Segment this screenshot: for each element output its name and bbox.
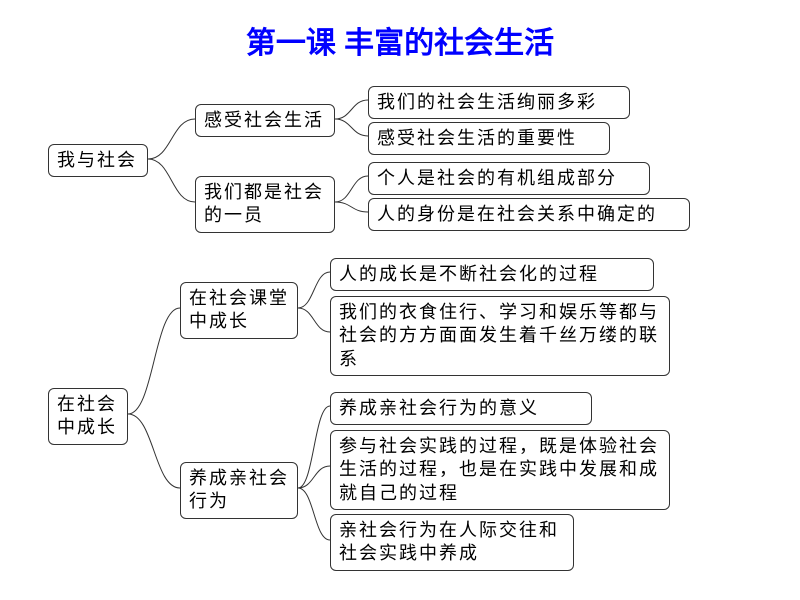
- tree-node: 我们的社会生活绚丽多彩: [368, 86, 630, 119]
- tree-node: 参与社会实践的过程，既是体验社会生活的过程，也是在实践中发展和成就自己的过程: [330, 430, 670, 510]
- tree-node: 养成亲社会行为的意义: [330, 392, 592, 425]
- tree-node: 人的身份是在社会关系中确定的: [368, 198, 690, 231]
- tree-node: 感受社会生活: [195, 104, 335, 137]
- tree-node: 亲社会行为在人际交往和社会实践中养成: [330, 514, 574, 571]
- tree-node: 我与社会: [48, 144, 148, 177]
- page-title: 第一课 丰富的社会生活: [0, 0, 800, 74]
- tree-node: 在社会中成长: [48, 388, 128, 445]
- tree-node: 个人是社会的有机组成部分: [368, 162, 650, 195]
- tree-node: 我们的衣食住行、学习和娱乐等都与社会的方方面面发生着千丝万缕的联系: [330, 296, 670, 376]
- tree-node: 养成亲社会行为: [180, 462, 298, 519]
- tree-node: 在社会课堂中成长: [180, 282, 298, 339]
- tree-node: 感受社会生活的重要性: [368, 122, 610, 155]
- tree-node: 我们都是社会的一员: [195, 176, 335, 233]
- tree-node: 人的成长是不断社会化的过程: [330, 258, 654, 291]
